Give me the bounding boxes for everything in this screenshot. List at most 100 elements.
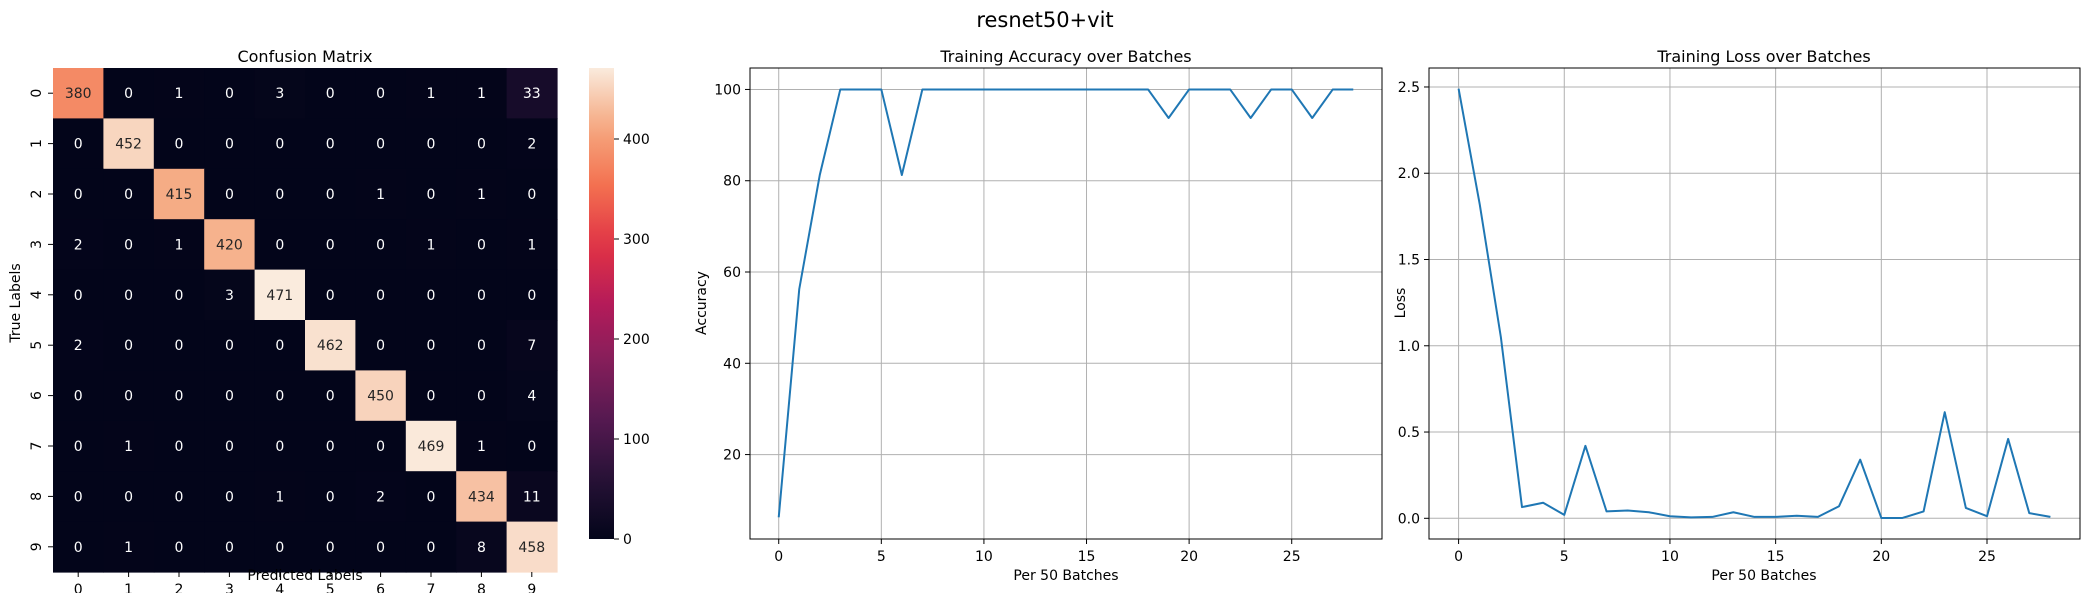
loss-x-tick-label: 10: [1661, 549, 1679, 565]
heatmap-cell-label: 0: [225, 439, 234, 455]
heatmap-y-ticks: 0 1 2 3 4 5 6 7 8 9: [29, 89, 53, 551]
heatmap-cell-label: 0: [427, 489, 436, 505]
heatmap-cell-label: 3: [225, 288, 234, 304]
heatmap-cell-label: 0: [326, 187, 335, 203]
heatmap-cell: [456, 269, 508, 321]
accuracy-y-tick-label: 100: [714, 82, 741, 98]
heatmap-cell: [53, 370, 104, 422]
loss-panel: Training Loss over Batches 0 5 10 15 20 25 0.0…: [1393, 47, 2081, 584]
heatmap-cell: [204, 521, 256, 573]
heatmap-cell: [506, 68, 558, 119]
heatmap-cell-label: 452: [115, 137, 142, 153]
x-tick-label: 5: [326, 582, 335, 593]
heatmap-cell: [405, 118, 457, 170]
heatmap-cell-label: 0: [124, 489, 133, 505]
heatmap-cell: [456, 521, 508, 573]
heatmap-cell: [305, 68, 356, 119]
heatmap-cell: [53, 219, 104, 271]
heatmap-cell-label: 1: [427, 237, 436, 253]
heatmap-cell: [506, 320, 558, 371]
heatmap-cell-label: 3: [275, 86, 284, 102]
colorbar-tick-label: 200: [623, 332, 650, 348]
heatmap-cell-label: 0: [427, 187, 436, 203]
heatmap-cell-label: 0: [175, 439, 184, 455]
accuracy-y-tick-label: 40: [723, 356, 741, 372]
heatmap-cell-label: 0: [275, 338, 284, 354]
heatmap-cell-label: 471: [266, 288, 293, 304]
heatmap-cell-label: 0: [175, 288, 184, 304]
heatmap-cell: [153, 68, 205, 119]
heatmap-cell-label: 0: [326, 237, 335, 253]
heatmap-cell-label: 0: [124, 389, 133, 405]
y-tick-label: 3: [29, 240, 45, 249]
heatmap-cell-label: 450: [367, 389, 394, 405]
heatmap-cell: [405, 420, 457, 472]
heatmap-cell: [53, 269, 104, 321]
heatmap-cell-label: 380: [65, 86, 92, 102]
heatmap-cell: [153, 471, 205, 523]
heatmap-cell: [254, 118, 306, 170]
heatmap-cell-label: 1: [275, 489, 284, 505]
heatmap-cell-label: 0: [124, 237, 133, 253]
heatmap-cell: [153, 521, 205, 573]
heatmap-cell-label: 2: [74, 338, 83, 354]
heatmap-cell-label: 0: [376, 338, 385, 354]
heatmap-cell-label: 0: [477, 288, 486, 304]
heatmap-cell-label: 2: [74, 237, 83, 253]
heatmap-cell: [456, 420, 508, 472]
heatmap-cell-label: 0: [124, 187, 133, 203]
heatmap-cell: [405, 68, 457, 119]
heatmap-cell: [506, 269, 558, 321]
heatmap-cell-label: 0: [225, 187, 234, 203]
heatmap-cell: [405, 471, 457, 523]
heatmap-cell: [355, 168, 407, 220]
heatmap-x-axis-label: Predicted Labels: [247, 568, 362, 584]
heatmap-cell: [103, 320, 155, 371]
heatmap-cell-label: 0: [74, 137, 83, 153]
heatmap-cell-label: 0: [427, 288, 436, 304]
y-tick-label: 4: [29, 290, 45, 299]
heatmap-cell: [254, 68, 306, 119]
heatmap-cell: [204, 68, 256, 119]
heatmap-cell: [506, 521, 558, 573]
accuracy-y-tick-label: 20: [723, 448, 741, 464]
heatmap-cell-label: 1: [124, 540, 133, 556]
accuracy-x-tick-label: 0: [774, 549, 783, 565]
accuracy-x-tick-label: 5: [877, 549, 886, 565]
heatmap-cell-label: 0: [225, 540, 234, 556]
heatmap-cell: [103, 68, 155, 119]
heatmap-cell-label: 0: [477, 338, 486, 354]
heatmap-cell: [405, 320, 457, 371]
heatmap-cell-label: 0: [376, 439, 385, 455]
colorbar-scale: [589, 68, 614, 539]
heatmap-cell-label: 0: [225, 389, 234, 405]
heatmap-cell-label: 0: [275, 187, 284, 203]
loss-x-tick-label: 20: [1872, 549, 1890, 565]
heatmap-cell: [204, 471, 256, 523]
heatmap-cell-label: 469: [418, 439, 445, 455]
heatmap-cell: [204, 118, 256, 170]
heatmap-cell: [254, 168, 306, 220]
accuracy-x-axis-label: Per 50 Batches: [1013, 568, 1118, 584]
heatmap-cell: [355, 118, 407, 170]
heatmap-cell: [305, 320, 356, 371]
heatmap-cell-labels: 380 0 1 0 3 0 0 1 1 330 452 0 0 0 0 0 0 0 20 0 415 0 0 0 1 0 1 02 0 1…: [65, 86, 545, 556]
heatmap-cell: [53, 118, 104, 170]
heatmap-cell-label: 0: [326, 86, 335, 102]
x-tick-label: 4: [275, 582, 284, 593]
heatmap-cell: [153, 219, 205, 271]
heatmap-cell: [456, 471, 508, 523]
heatmap-cell: [204, 269, 256, 321]
heatmap-cell: [355, 219, 407, 271]
heatmap-cell: [506, 219, 558, 271]
accuracy-panel: Training Accuracy over Batches 0 5 10 15 20 2…: [694, 47, 1383, 584]
y-tick-label: 9: [29, 542, 45, 551]
heatmap-cell: [153, 269, 205, 321]
heatmap-cell: [506, 420, 558, 472]
accuracy-y-tick-label: 80: [723, 174, 741, 190]
colorbar-tick-label: 300: [623, 232, 650, 248]
loss-series-line: [1457, 88, 2051, 519]
accuracy-axes-frame: [749, 67, 1383, 540]
heatmap-cell-label: 4: [527, 389, 536, 405]
heatmap-cell: [254, 370, 306, 422]
